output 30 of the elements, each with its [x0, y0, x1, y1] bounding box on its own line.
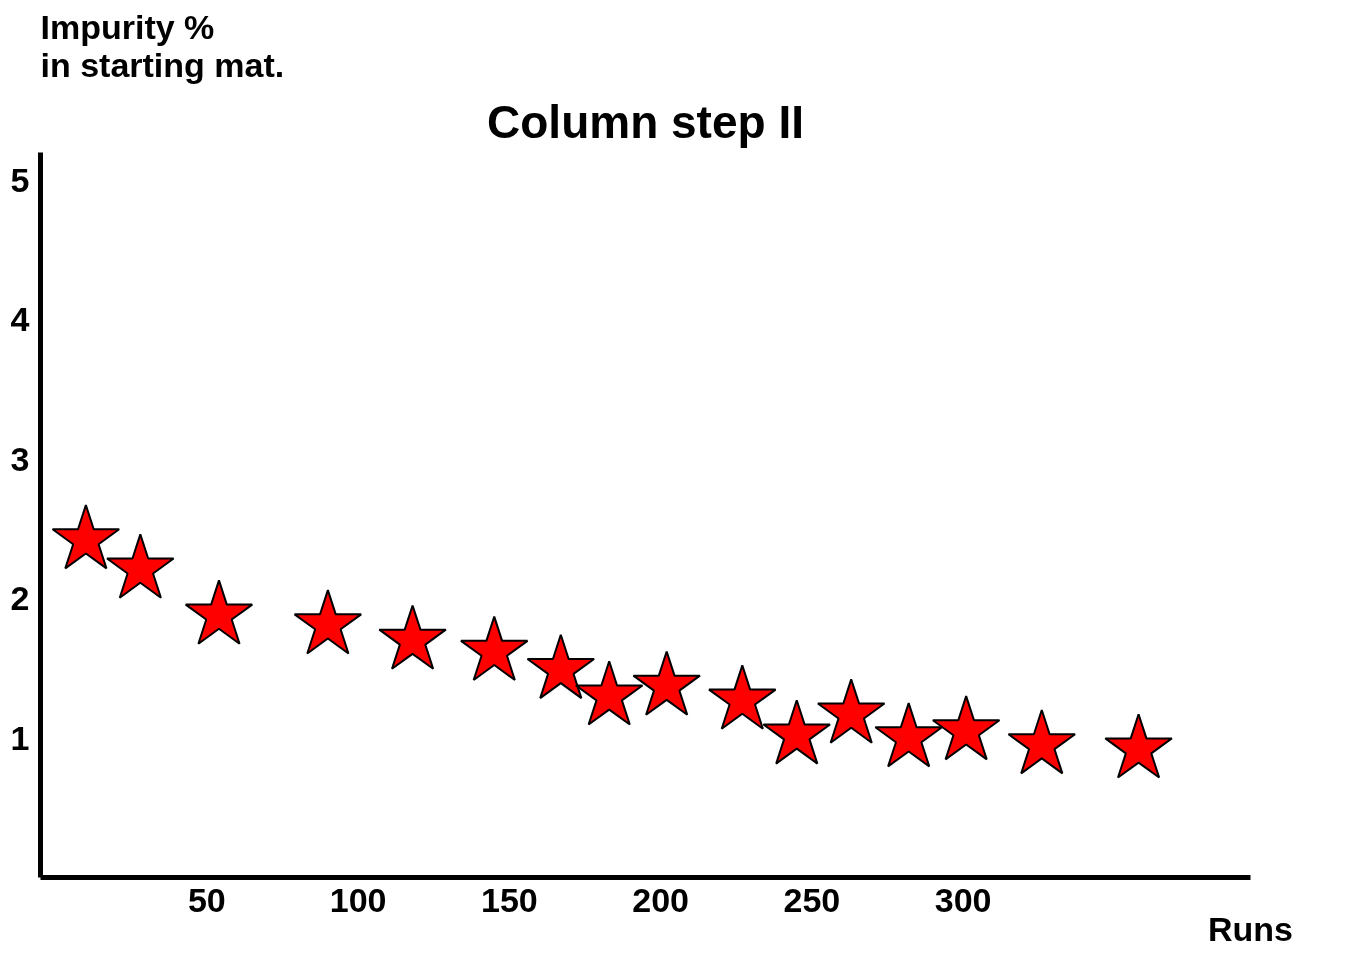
x-tick-label: 200	[632, 880, 689, 919]
y-axis-title: Impurity % in starting mat.	[40, 7, 285, 84]
point	[378, 604, 447, 670]
x-axis-title: Runs	[1208, 909, 1293, 948]
y-tick-label: 3	[10, 439, 30, 478]
point	[574, 660, 644, 726]
y-tick-label: 2	[10, 579, 30, 618]
point	[106, 533, 175, 599]
y-tick-label: 1	[10, 718, 30, 757]
point	[526, 633, 596, 700]
point	[293, 589, 363, 655]
y-tick-label: 5	[10, 160, 30, 199]
point	[762, 699, 832, 765]
point	[816, 678, 886, 744]
x-tick-label: 150	[481, 880, 538, 919]
point	[708, 664, 777, 730]
chart-title: Column step II	[487, 95, 804, 148]
y-tick-label: 4	[10, 300, 30, 339]
point	[931, 695, 1001, 761]
x-tick-label: 300	[934, 880, 992, 919]
point	[632, 650, 701, 716]
point	[1104, 713, 1173, 779]
point	[51, 504, 121, 570]
x-tick-label: 100	[329, 880, 387, 919]
point	[459, 615, 529, 681]
point	[184, 579, 254, 645]
point	[874, 702, 943, 768]
x-tick-label: 50	[187, 880, 226, 919]
point	[1007, 709, 1077, 775]
x-tick-label: 250	[783, 880, 841, 919]
